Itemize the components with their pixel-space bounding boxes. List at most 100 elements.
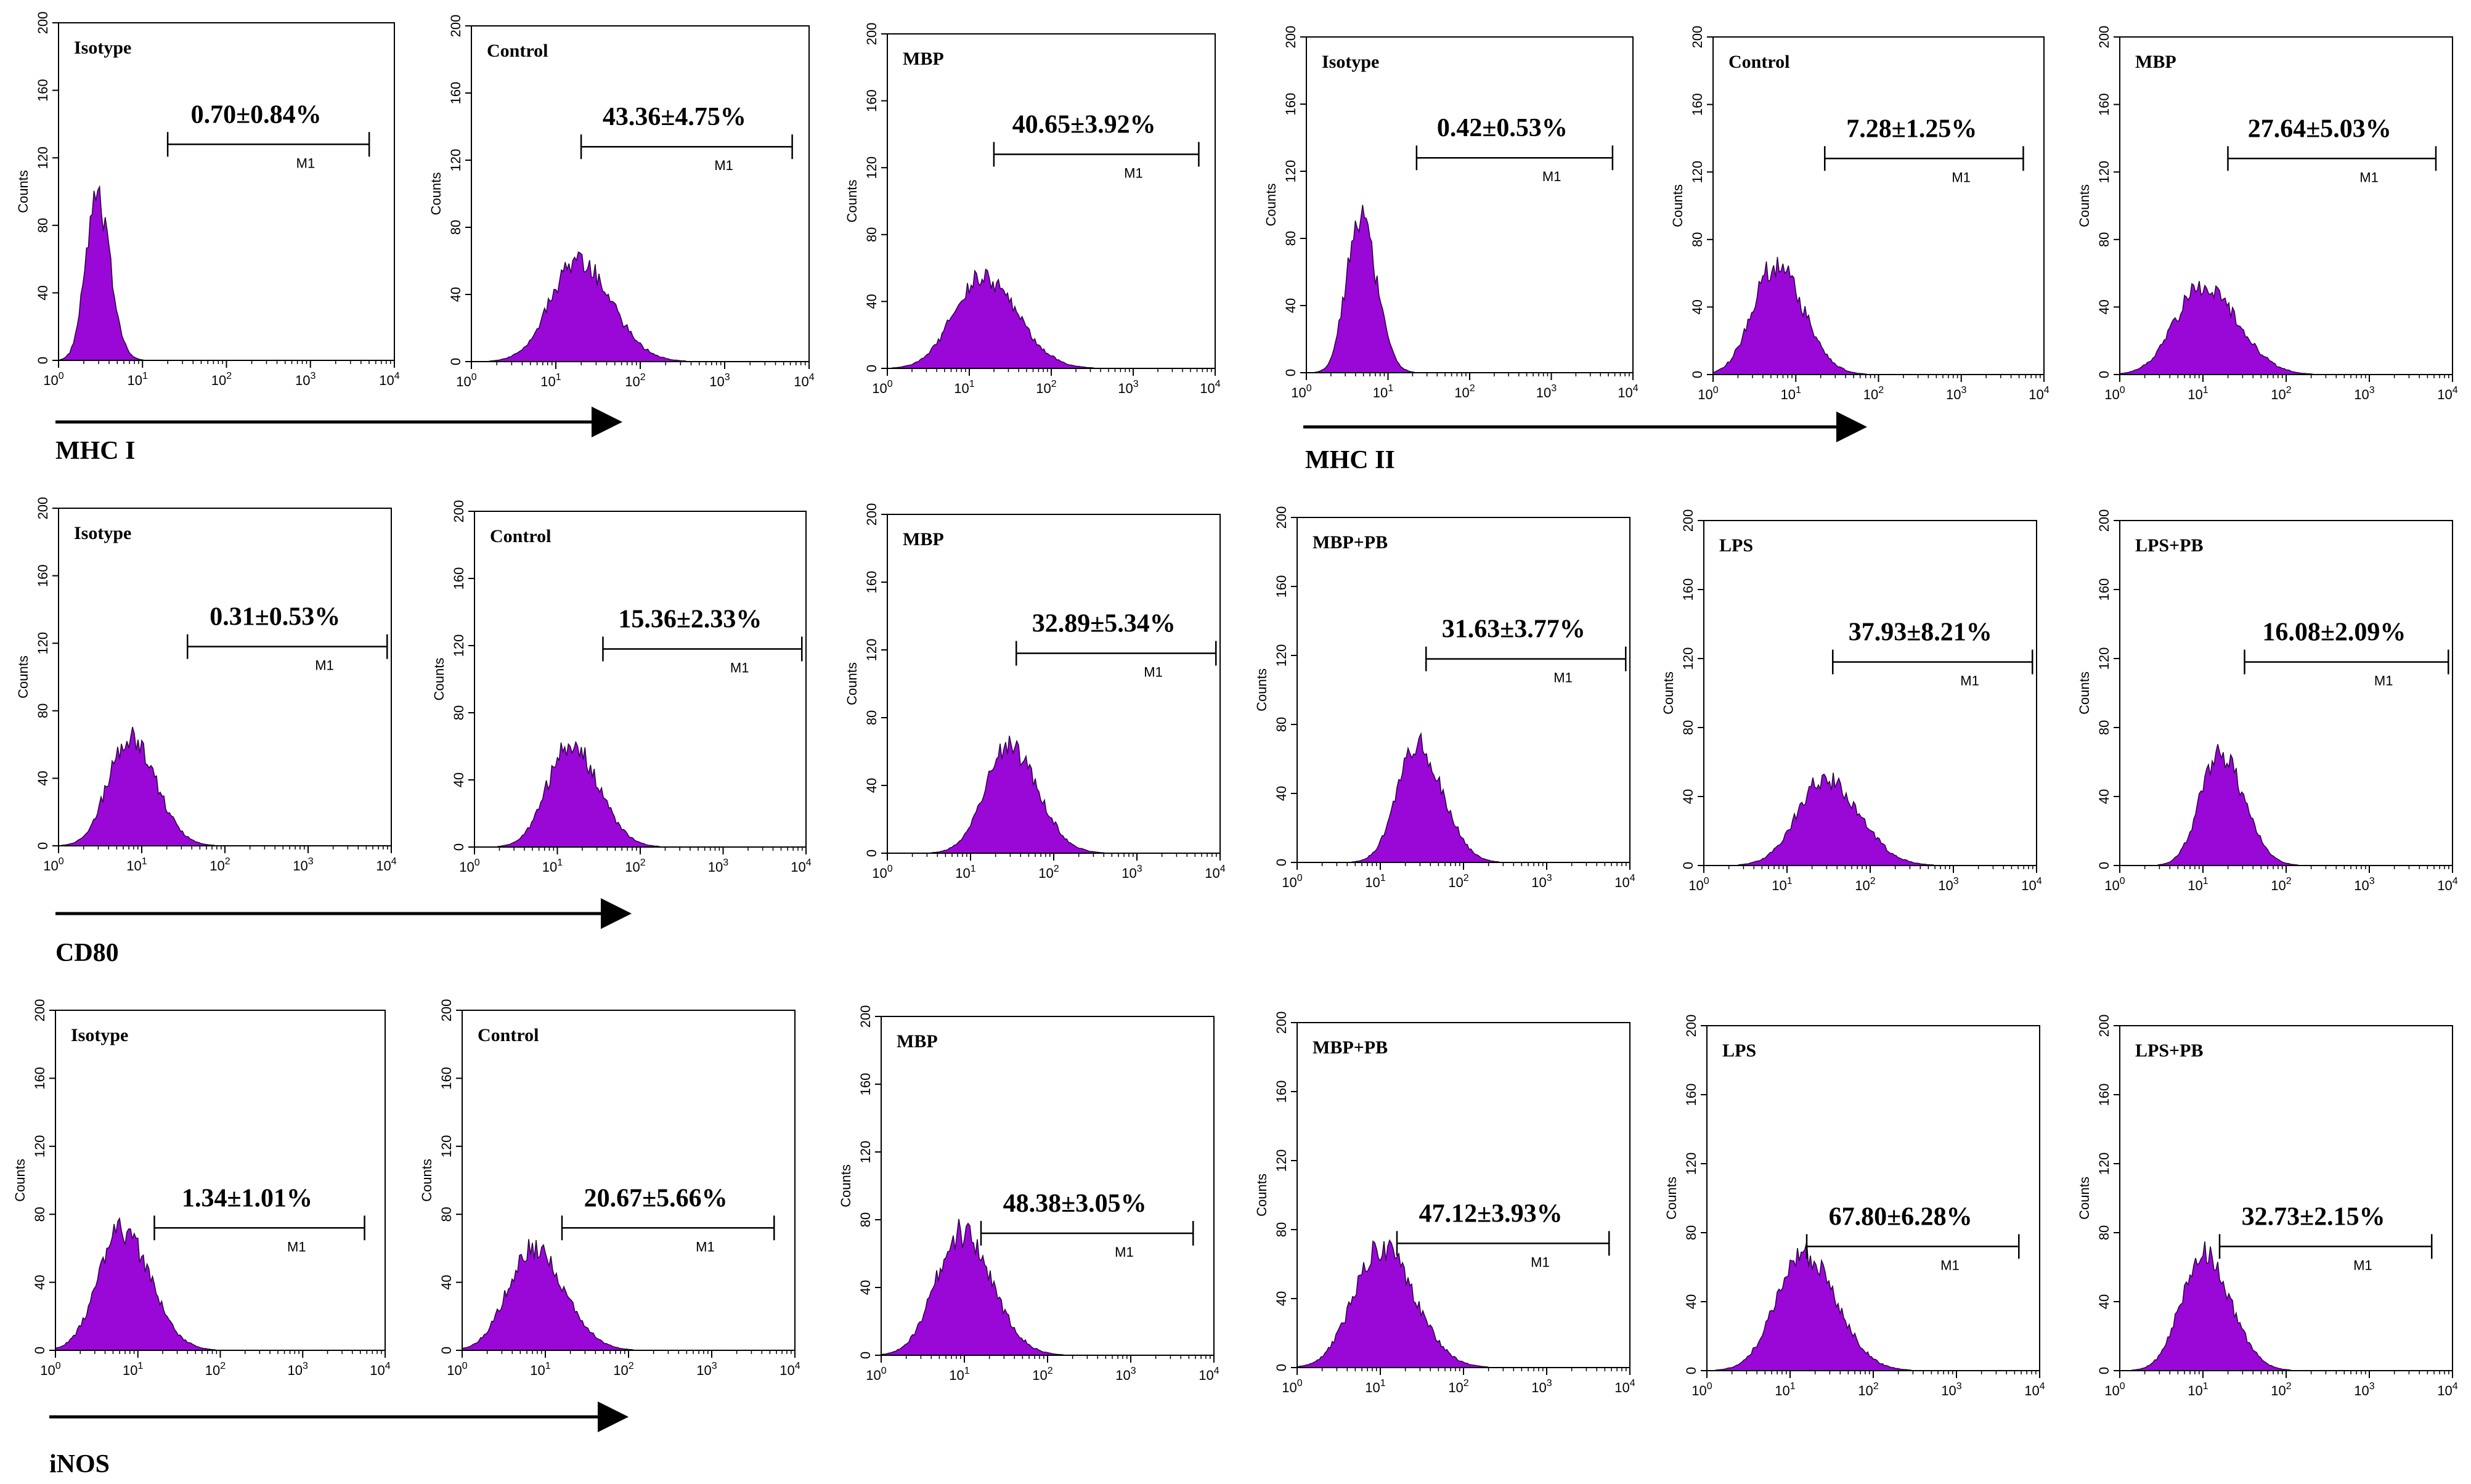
y-tick-label: 160 bbox=[1680, 578, 1696, 601]
x-tick-label: 100 bbox=[872, 379, 892, 396]
x-tick-label: 100 bbox=[456, 372, 476, 389]
x-tick-label: 102 bbox=[1036, 379, 1056, 396]
x-tick-label: 103 bbox=[1941, 1381, 1961, 1398]
x-tick-exponent: 2 bbox=[220, 1361, 226, 1371]
y-tick-label: 200 bbox=[1274, 506, 1289, 529]
x-tick-label: 104 bbox=[1618, 383, 1638, 400]
x-tick-label: 101 bbox=[1373, 383, 1393, 400]
x-tick-label: 102 bbox=[1448, 1378, 1468, 1395]
x-tick-exponent: 1 bbox=[142, 856, 147, 867]
x-tick-label: 102 bbox=[1448, 873, 1468, 890]
panel-title: Control bbox=[487, 41, 548, 61]
y-tick-label: 120 bbox=[2096, 647, 2112, 670]
x-tick-exponent: 4 bbox=[385, 1361, 391, 1371]
x-tick-exponent: 3 bbox=[1953, 876, 1959, 886]
inos-label: iNOS bbox=[49, 1450, 110, 1478]
y-axis-title: Counts bbox=[844, 180, 860, 223]
x-tick-label: 100 bbox=[43, 856, 63, 874]
y-tick-label: 80 bbox=[864, 710, 879, 725]
y-tick-label: 40 bbox=[858, 1280, 873, 1295]
panel-title: Control bbox=[1728, 52, 1789, 72]
plot-frame bbox=[474, 511, 807, 848]
percentage-value: 20.67±5.66% bbox=[584, 1184, 728, 1212]
percentage-value: 1.34±1.01% bbox=[182, 1184, 312, 1212]
y-axis-title: Counts bbox=[1263, 184, 1279, 227]
x-tick-label: 104 bbox=[2437, 385, 2457, 402]
y-tick-label: 200 bbox=[32, 999, 47, 1022]
gate-label: M1 bbox=[1144, 665, 1163, 680]
marker-cd80: CD80 bbox=[55, 898, 632, 967]
x-tick-exponent: 1 bbox=[1388, 383, 1393, 394]
x-tick-exponent: 1 bbox=[1796, 385, 1801, 395]
x-tick-exponent: 4 bbox=[2453, 385, 2458, 395]
histogram-area bbox=[881, 1218, 1214, 1356]
x-tick-label: 102 bbox=[1858, 1381, 1878, 1398]
histogram-area bbox=[474, 740, 806, 848]
histogram-area bbox=[887, 268, 1215, 369]
histogram-area bbox=[887, 736, 1220, 854]
x-tick-label: 101 bbox=[542, 858, 563, 875]
percentage-value: 37.93±8.21% bbox=[1849, 618, 1992, 647]
x-tick-exponent: 4 bbox=[2037, 876, 2042, 886]
y-tick-label: 0 bbox=[439, 1347, 454, 1354]
y-tick-label: 120 bbox=[1283, 160, 1298, 183]
plot-frame bbox=[2119, 520, 2453, 866]
y-tick-label: 80 bbox=[864, 227, 879, 242]
x-tick-exponent: 3 bbox=[712, 1361, 717, 1371]
x-tick-label: 104 bbox=[2021, 876, 2042, 893]
x-tick-label: 102 bbox=[625, 858, 645, 875]
x-tick-exponent: 3 bbox=[1961, 385, 1967, 395]
panel-title: Control bbox=[478, 1025, 539, 1045]
y-tick-label: 160 bbox=[1683, 1084, 1699, 1106]
y-tick-label: 40 bbox=[448, 287, 463, 302]
y-tick-label: 200 bbox=[864, 503, 879, 526]
panel-title: Isotype bbox=[74, 523, 131, 543]
y-tick-label: 160 bbox=[1283, 93, 1298, 116]
y-tick-label: 200 bbox=[35, 12, 51, 34]
histogram-area bbox=[1712, 257, 2044, 375]
y-tick-label: 200 bbox=[448, 15, 463, 38]
y-tick-label: 0 bbox=[864, 849, 879, 857]
panel-title: Isotype bbox=[1322, 52, 1379, 72]
panel-title: MBP+PB bbox=[1313, 1037, 1388, 1058]
x-tick-exponent: 4 bbox=[2453, 876, 2458, 886]
y-tick-label: 80 bbox=[1274, 1222, 1289, 1237]
panel-title: MBP+PB bbox=[1313, 532, 1388, 553]
x-tick-label: 100 bbox=[2104, 1381, 2125, 1398]
histogram-area bbox=[462, 1239, 795, 1351]
x-tick-label: 102 bbox=[2271, 876, 2291, 893]
x-tick-exponent: 4 bbox=[1214, 1366, 1219, 1376]
x-tick-exponent: 3 bbox=[1547, 1378, 1552, 1389]
y-tick-label: 0 bbox=[858, 1352, 873, 1359]
y-tick-label: 160 bbox=[864, 571, 879, 594]
percentage-value: 27.64±5.03% bbox=[2248, 115, 2392, 143]
x-tick-exponent: 2 bbox=[629, 1361, 634, 1371]
x-tick-exponent: 3 bbox=[1956, 1381, 1962, 1392]
percentage-value: 32.89±5.34% bbox=[1032, 610, 1176, 638]
y-tick-label: 160 bbox=[1274, 1081, 1289, 1103]
histogram-area bbox=[59, 726, 391, 846]
gate-label: M1 bbox=[1960, 673, 1979, 689]
x-tick-exponent: 4 bbox=[2044, 385, 2050, 395]
y-tick-label: 120 bbox=[32, 1135, 47, 1158]
y-tick-label: 80 bbox=[1283, 231, 1298, 246]
x-tick-exponent: 4 bbox=[391, 856, 397, 867]
y-tick-label: 40 bbox=[864, 778, 879, 793]
x-tick-label: 100 bbox=[447, 1361, 467, 1378]
y-tick-label: 200 bbox=[35, 497, 51, 520]
x-tick-label: 103 bbox=[2354, 876, 2374, 893]
histogram-area bbox=[2120, 1241, 2453, 1371]
y-tick-label: 0 bbox=[32, 1347, 47, 1354]
x-tick-exponent: 3 bbox=[2369, 1381, 2375, 1392]
x-tick-exponent: 1 bbox=[142, 371, 148, 381]
